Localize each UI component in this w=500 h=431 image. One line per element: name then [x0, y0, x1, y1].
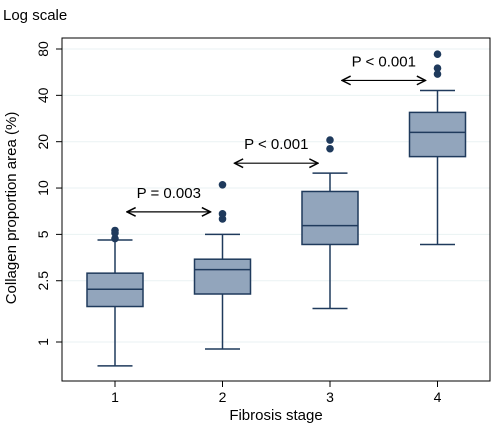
- y-tick-label: 80: [35, 41, 51, 57]
- x-axis: 1 2 3 4: [111, 381, 442, 405]
- y-tick-label: 40: [35, 87, 51, 103]
- p-value-annotation: P < 0.001: [342, 53, 426, 80]
- outlier-point: [433, 70, 442, 78]
- outlier-point: [111, 234, 119, 243]
- outlier-point: [218, 210, 227, 218]
- plot-area-frame: [61, 37, 491, 382]
- outlier-point: [326, 136, 334, 144]
- box-stage-3: [301, 136, 359, 310]
- x-axis-title: Fibrosis stage: [229, 407, 322, 424]
- outlier-point: [218, 180, 227, 189]
- y-tick-label: 1: [35, 338, 51, 346]
- y-axis-title: Collagen proportion area (%): [3, 112, 20, 305]
- interquartile-box: [408, 111, 467, 158]
- outlier-point: [326, 144, 334, 153]
- boxes: [86, 50, 467, 367]
- y-tick-label: 2.5: [35, 271, 51, 291]
- p-value-label: P < 0.001: [244, 136, 308, 153]
- p-value-label: P = 0.003: [137, 185, 201, 202]
- outlier-point: [111, 226, 119, 235]
- interquartile-box: [193, 258, 252, 295]
- outlier-point: [433, 64, 442, 73]
- x-tick-label: 1: [111, 389, 119, 405]
- log-scale-note: Log scale: [3, 7, 67, 24]
- x-tick-label: 2: [219, 389, 227, 405]
- p-value-annotation: P = 0.003: [127, 185, 211, 212]
- box-stage-4: [408, 50, 467, 246]
- x-tick-label: 4: [434, 389, 442, 405]
- box-stage-2: [193, 180, 252, 350]
- box-stage-1: [86, 226, 144, 367]
- p-value-label: P < 0.001: [352, 53, 416, 70]
- x-tick-label: 3: [326, 389, 334, 405]
- outlier-point: [433, 50, 442, 59]
- interquartile-box: [301, 190, 359, 246]
- y-tick-label: 20: [35, 134, 51, 150]
- y-axis: 1 2.5 5 10 20 40 80: [35, 41, 62, 346]
- y-tick-label: 5: [35, 230, 51, 238]
- annotations: P = 0.003 P < 0.001 P < 0.001: [127, 53, 426, 211]
- p-value-annotation: P < 0.001: [235, 136, 319, 163]
- y-tick-label: 10: [35, 180, 51, 196]
